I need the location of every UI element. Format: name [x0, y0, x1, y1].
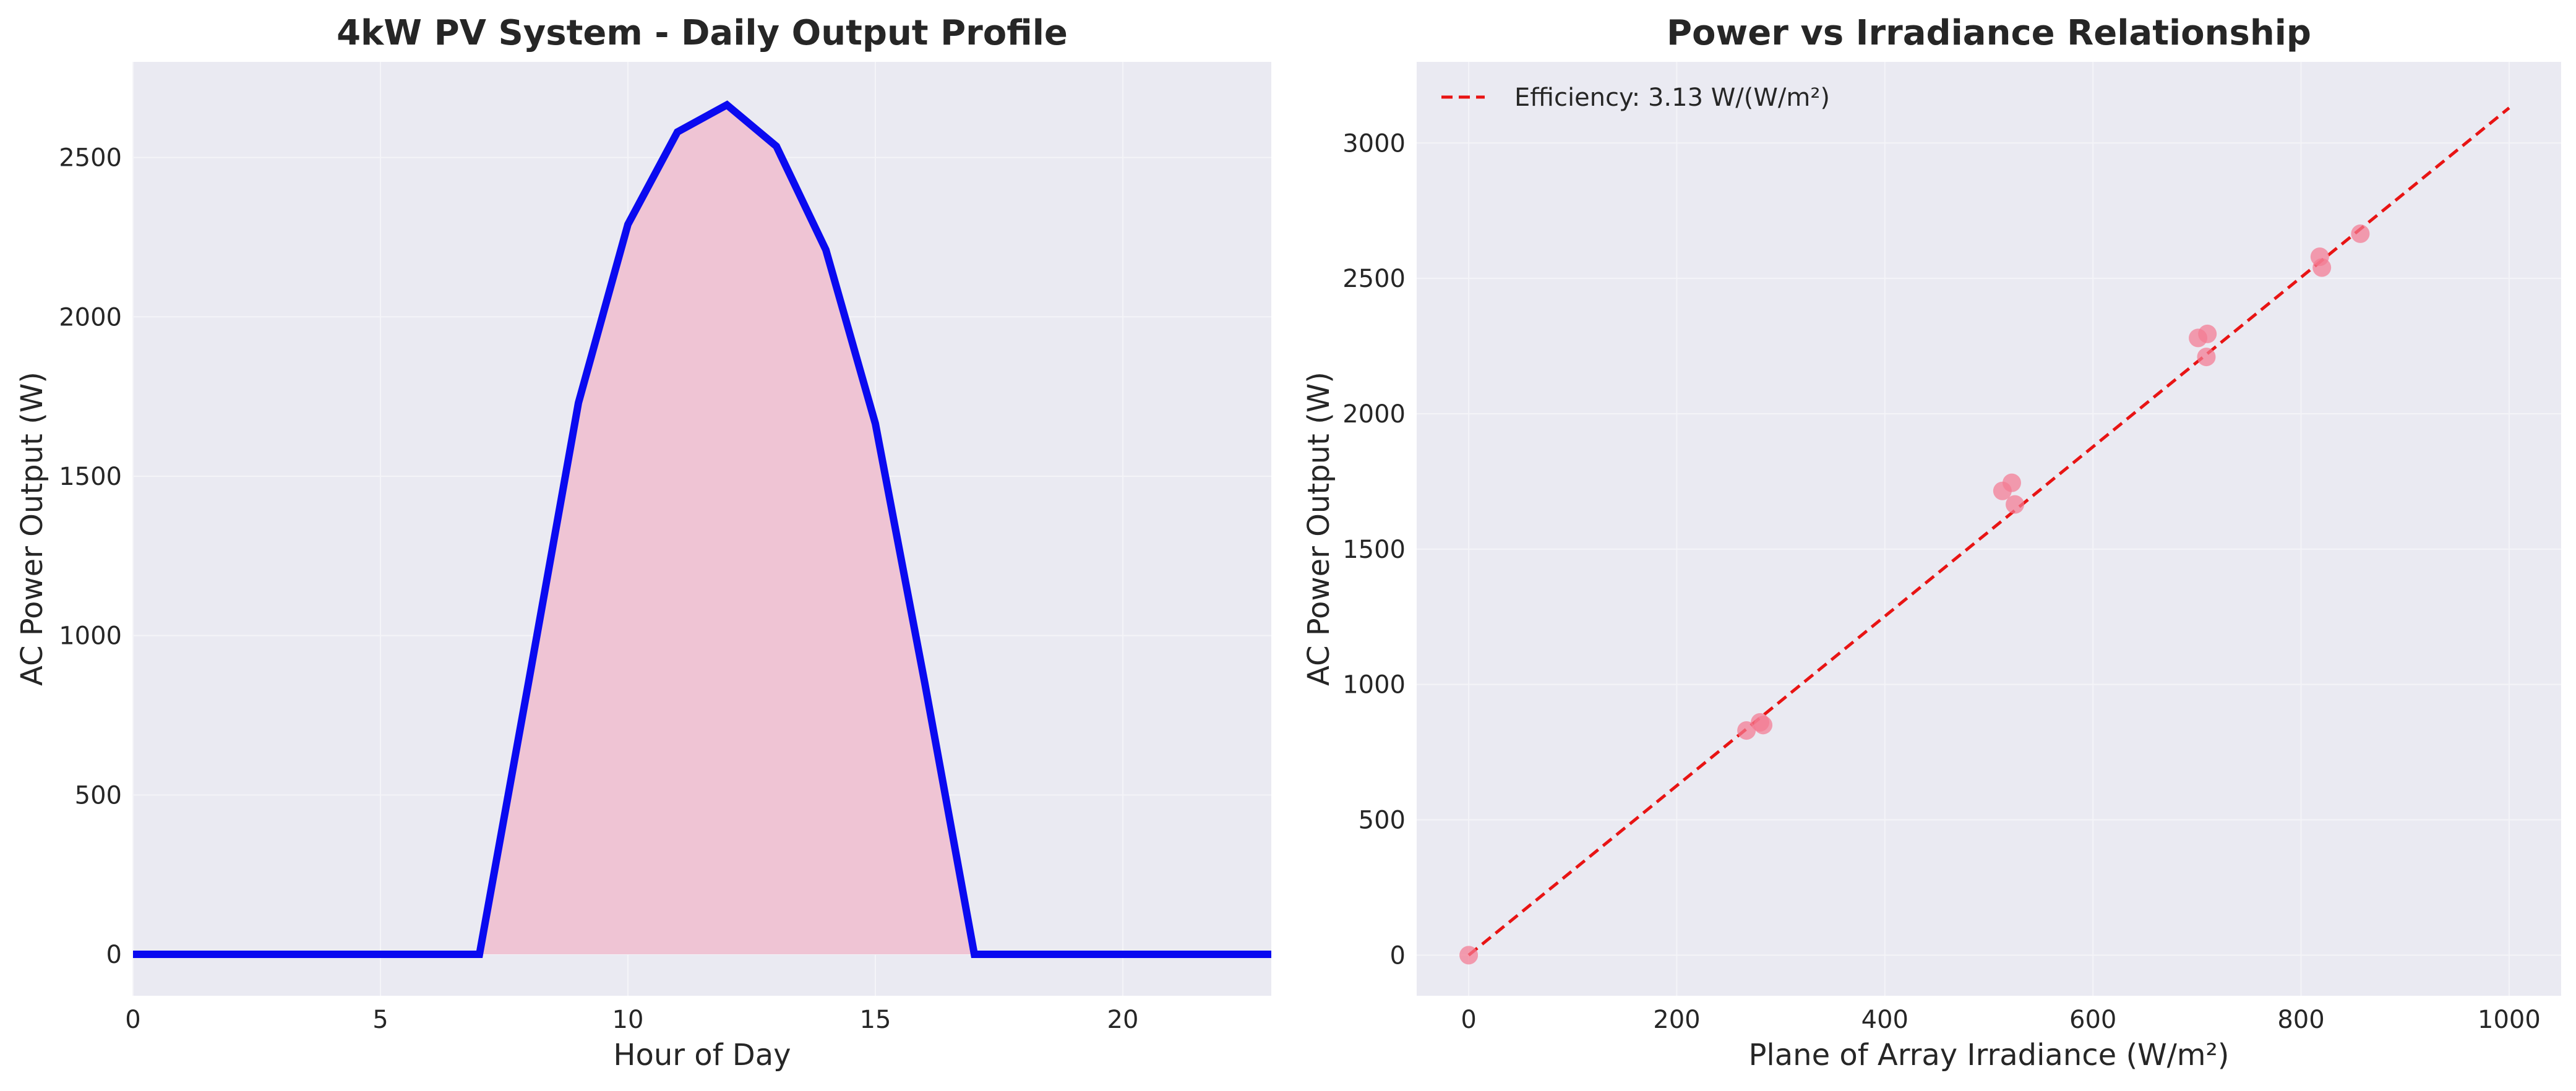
irradiance-y-tick-label: 0: [1390, 941, 1406, 970]
daily-output-x-tick-label: 15: [860, 1006, 891, 1034]
daily-output-x-tick-label: 5: [372, 1006, 388, 1034]
irradiance-y-tick-label: 1500: [1342, 536, 1406, 564]
irradiance-grid: [1417, 62, 2561, 996]
irradiance-x-tick-label: 1000: [2478, 1006, 2541, 1034]
irradiance-x-tick-label: 200: [1653, 1006, 1700, 1034]
daily-output-x-ticks: 0 5 10 15 20: [125, 1006, 1138, 1034]
daily-output-y-tick-label: 2000: [59, 303, 122, 332]
irradiance-x-tick-label: 400: [1861, 1006, 1908, 1034]
scatter-point-11: [2312, 258, 2332, 277]
legend-fit-line-label: Efficiency: 3.13 W/(W/m²): [1514, 83, 1830, 112]
irradiance-y-tick-label: 500: [1359, 806, 1406, 835]
irradiance-y-tick-label: 2500: [1342, 265, 1406, 293]
irradiance-x-label: Plane of Array Irradiance (W/m²): [1748, 1038, 2229, 1072]
irradiance-x-ticks: 0 200 400 600 800 1000: [1461, 1006, 2540, 1034]
scatter-point-1: [1737, 721, 1756, 740]
scatter-point-5: [2003, 473, 2021, 492]
daily-output-y-tick-label: 0: [106, 941, 122, 969]
irradiance-legend: Efficiency: 3.13 W/(W/m²): [1441, 83, 1830, 112]
scatter-point-3: [1754, 716, 1773, 735]
irradiance-y-ticks: 0 500 1000 1500 2000 2500 3000: [1342, 129, 1406, 970]
daily-output-area-fill: [133, 105, 1271, 955]
scatter-point-12: [2351, 224, 2370, 243]
daily-output-x-tick-label: 10: [612, 1006, 644, 1034]
daily-output-y-ticks: 0 500 1000 1500 2000 2500: [59, 144, 122, 969]
daily-output-y-tick-label: 2500: [59, 144, 122, 173]
daily-output-x-label: Hour of Day: [613, 1038, 791, 1072]
daily-output-y-label: AC Power Output (W): [15, 372, 49, 686]
daily-output-y-tick-label: 500: [75, 781, 122, 810]
irradiance-title: Power vs Irradiance Relationship: [1667, 13, 2311, 53]
daily-output-x-tick-label: 0: [125, 1006, 140, 1034]
scatter-point-8: [2198, 324, 2217, 343]
irradiance-y-tick-label: 2000: [1342, 400, 1406, 429]
irradiance-y-tick-label: 3000: [1342, 129, 1406, 158]
scatter-point-6: [2006, 495, 2025, 514]
daily-output-panel: 0 5 10 15 20 0 500 1000 1500 2000 2500 4kW PV Sys…: [15, 13, 1271, 1072]
daily-output-y-tick-label: 1500: [59, 463, 122, 491]
efficiency-fit-line: [1467, 106, 2510, 957]
irradiance-plot-area: [1417, 62, 2561, 996]
irradiance-x-tick-label: 800: [2277, 1006, 2324, 1034]
scatter-point-9: [2197, 348, 2216, 367]
irradiance-x-tick-label: 600: [2069, 1006, 2116, 1034]
daily-output-x-tick-label: 20: [1107, 1006, 1139, 1034]
irradiance-x-tick-label: 0: [1461, 1006, 1476, 1034]
irradiance-scatter-points: [1459, 224, 2370, 965]
daily-output-line: [133, 100, 1271, 959]
daily-output-y-tick-label: 1000: [59, 622, 122, 651]
irradiance-panel: 0 200 400 600 800 1000 0 500 1000 1500 2000 2500 30…: [1302, 13, 2561, 1072]
daily-output-title: 4kW PV System - Daily Output Profile: [337, 13, 1068, 53]
irradiance-y-tick-label: 1000: [1342, 671, 1406, 700]
scatter-point-0: [1459, 946, 1479, 965]
irradiance-y-label: AC Power Output (W): [1302, 372, 1336, 686]
